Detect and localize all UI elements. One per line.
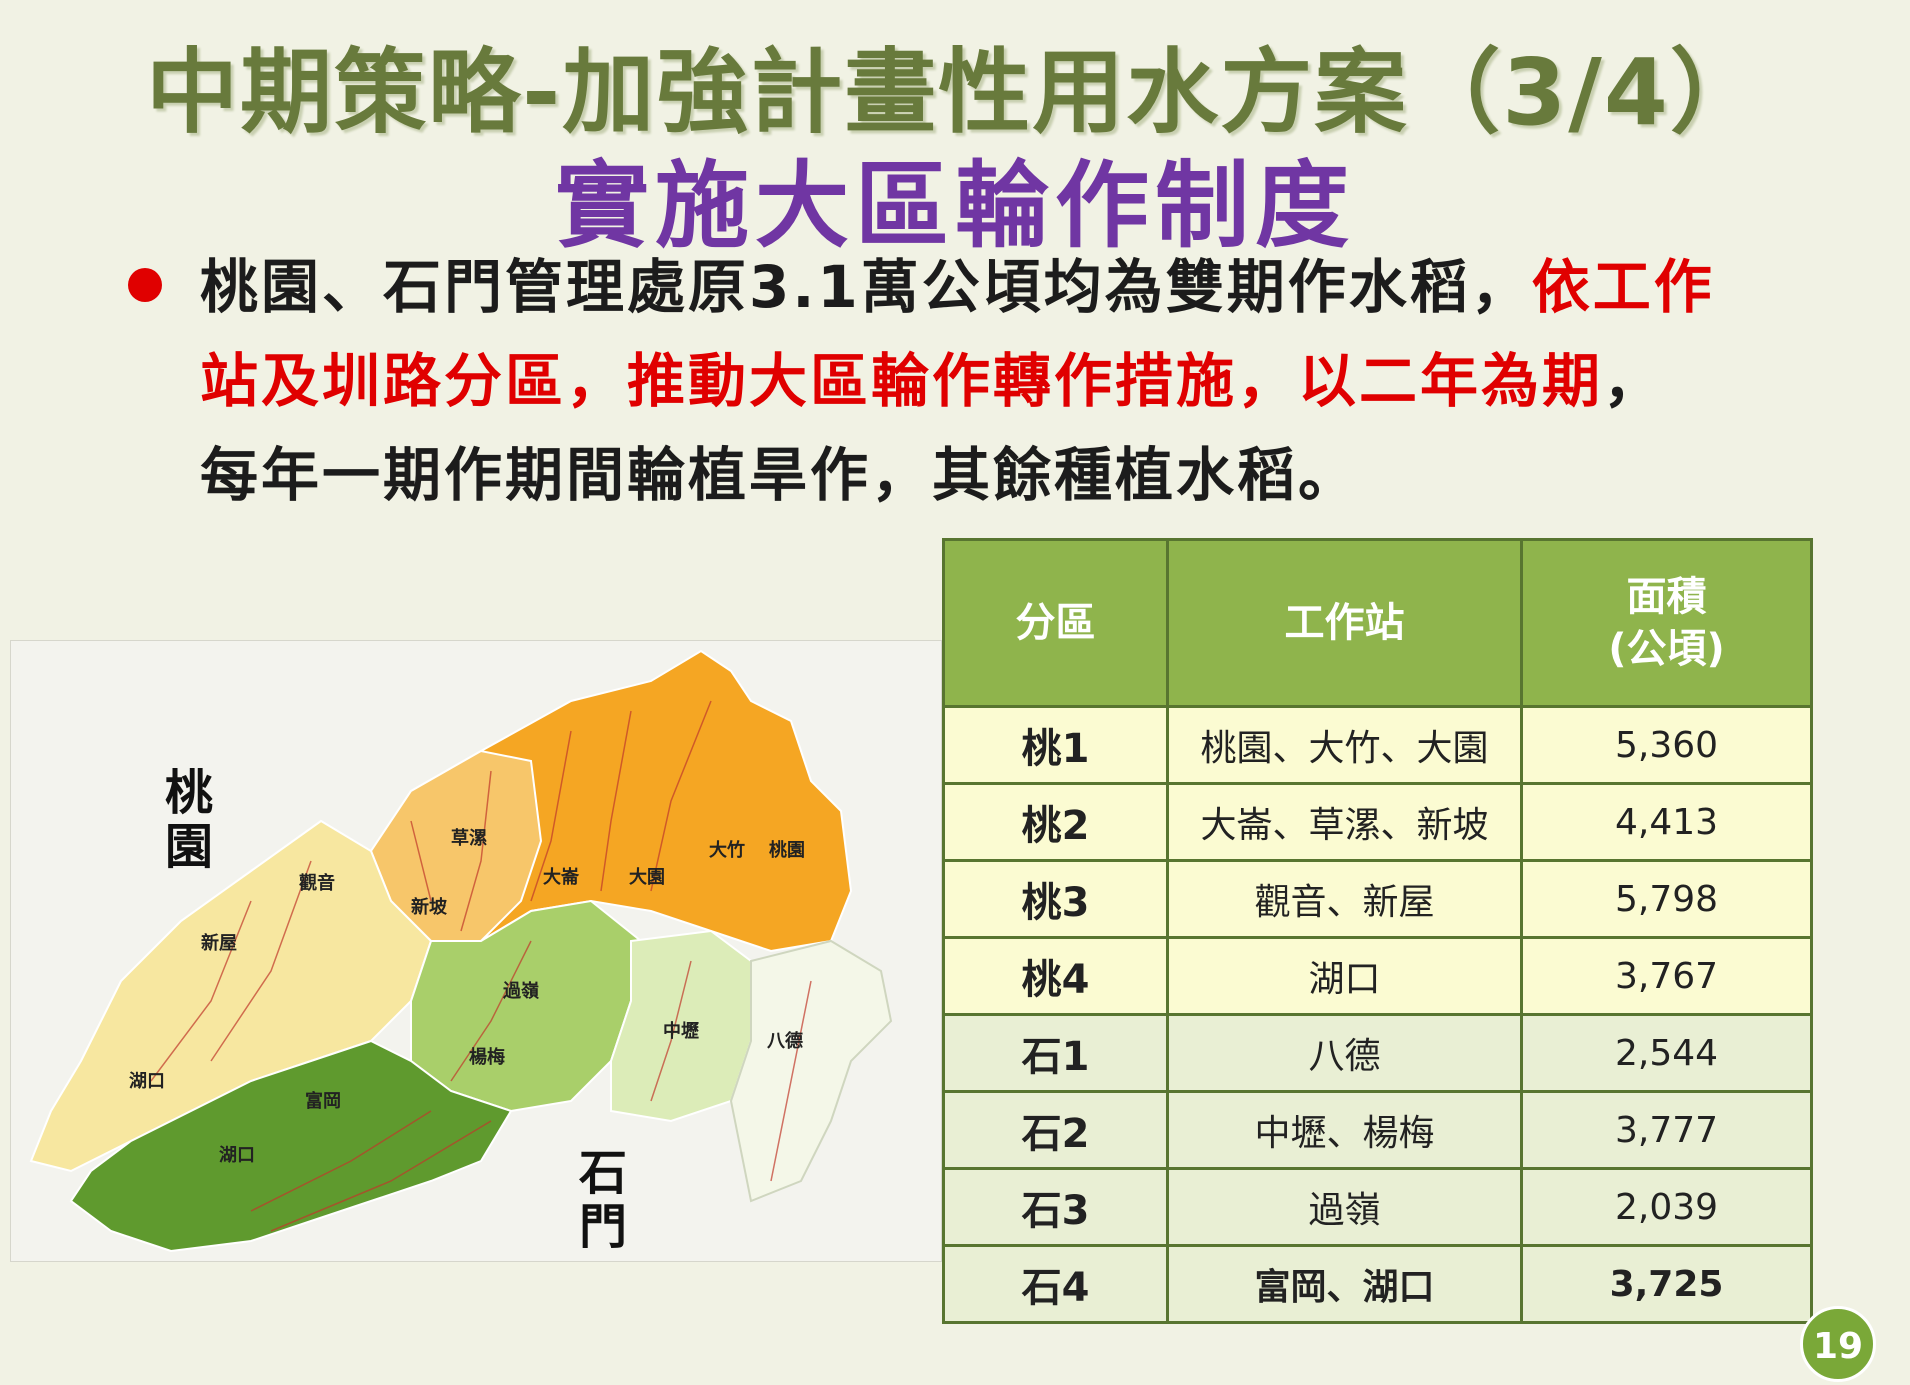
cell-zone: 石4 — [942, 1244, 1169, 1324]
map-graphic — [29, 649, 893, 1253]
map-zone-shimen-bade — [729, 939, 893, 1203]
map-label-dalun: 大崙 — [543, 867, 579, 888]
cell-area: 4,413 — [1520, 782, 1813, 862]
header-area-line1: 面積 — [1626, 574, 1707, 620]
cell-station: 中壢、楊梅 — [1166, 1090, 1523, 1170]
cell-area: 3,767 — [1520, 936, 1813, 1016]
paragraph-highlight: 依工作 — [1531, 253, 1715, 321]
page-number-badge: 19 — [1800, 1306, 1876, 1382]
table-row: 石1 八德 2,544 — [942, 1013, 1813, 1093]
header-area: 面積 (公頃) — [1520, 538, 1813, 708]
cell-area: 5,360 — [1520, 705, 1813, 785]
map-region-label-taoyuan: 桃園 — [164, 765, 213, 875]
cell-station: 觀音、新屋 — [1166, 859, 1523, 939]
map-label-guoling: 過嶺 — [503, 981, 539, 1002]
cell-area: 3,725 — [1520, 1244, 1813, 1324]
table-row: 桃2 大崙、草漯、新坡 4,413 — [942, 782, 1813, 862]
map-label-dayuan: 大園 — [629, 867, 665, 888]
cell-station: 八德 — [1166, 1013, 1523, 1093]
paragraph-line-2: 站及圳路分區，推動大區輪作轉作措施，以二年為期， — [200, 334, 1800, 428]
table-row: 石2 中壢、楊梅 3,777 — [942, 1090, 1813, 1170]
map-label-xinpo: 新坡 — [411, 897, 447, 918]
cell-area: 2,039 — [1520, 1167, 1813, 1247]
cell-area: 3,777 — [1520, 1090, 1813, 1170]
cell-area: 5,798 — [1520, 859, 1813, 939]
map-label-xinwu: 新屋 — [201, 933, 237, 954]
map-label-yangmei: 楊梅 — [469, 1047, 505, 1068]
cell-zone: 桃2 — [942, 782, 1169, 862]
table-row: 桃3 觀音、新屋 5,798 — [942, 859, 1813, 939]
header-zone: 分區 — [942, 538, 1169, 708]
cell-zone: 桃4 — [942, 936, 1169, 1016]
cell-station: 桃園、大竹、大園 — [1166, 705, 1523, 785]
table-header-row: 分區 工作站 面積 (公頃) — [942, 538, 1813, 708]
cell-zone: 石2 — [942, 1090, 1169, 1170]
cell-zone: 桃1 — [942, 705, 1169, 785]
cell-zone: 石1 — [942, 1013, 1169, 1093]
slide-subtitle: 實施大區輪作制度 — [554, 152, 1355, 261]
cell-zone: 桃3 — [942, 859, 1169, 939]
paragraph-highlight: 站及圳路分區，推動大區輪作轉作措施，以二年為期 — [200, 347, 1604, 415]
map-label-caoluo: 草漯 — [451, 828, 487, 849]
paragraph-text: 每年一期作期間輪植旱作，其餘種植水稻。 — [200, 441, 1360, 509]
paragraph-text: 桃園、石門管理處原3.1萬公頃均為雙期作水稻， — [200, 253, 1532, 321]
map-zone-shimen-zhongli — [610, 929, 752, 1123]
map-zone-shimen-south — [69, 1039, 513, 1253]
paragraph-line-3: 每年一期作期間輪植旱作，其餘種植水稻。 — [200, 428, 1800, 522]
paragraph-line-1: 桃園、石門管理處原3.1萬公頃均為雙期作水稻，依工作 — [200, 240, 1800, 334]
table-row: 桃1 桃園、大竹、大園 5,360 — [942, 705, 1813, 785]
cell-station: 過嶺 — [1166, 1167, 1523, 1247]
bullet-paragraph: 桃園、石門管理處原3.1萬公頃均為雙期作水稻，依工作 站及圳路分區，推動大區輪作… — [200, 240, 1800, 522]
irrigation-zone-map: 桃園 石門 草漯 大竹 桃園 觀音 大崙 大園 新坡 新屋 過嶺 中壢 八德 楊… — [10, 640, 942, 1262]
cell-zone: 石3 — [942, 1167, 1169, 1247]
header-area-line2: (公頃) — [1608, 626, 1725, 672]
header-station: 工作站 — [1166, 538, 1523, 708]
table-row: 石4 富岡、湖口 3,725 — [942, 1244, 1813, 1324]
slide-title: 中期策略-加強計畫性用水方案（3/4） — [146, 39, 1764, 146]
map-label-hukou-west: 湖口 — [129, 1071, 165, 1092]
map-label-zhongli: 中壢 — [663, 1021, 699, 1042]
table-row: 桃4 湖口 3,767 — [942, 936, 1813, 1016]
bullet-dot-icon — [128, 268, 162, 302]
cell-station: 富岡、湖口 — [1166, 1244, 1523, 1324]
cell-station: 湖口 — [1166, 936, 1523, 1016]
zone-area-table: 分區 工作站 面積 (公頃) 桃1 桃園、大竹、大園 5,360 桃2 大崙、草漯… — [942, 538, 1813, 1324]
table-row: 石3 過嶺 2,039 — [942, 1167, 1813, 1247]
map-label-guanyin: 觀音 — [299, 873, 335, 894]
map-label-taoyuan: 桃園 — [769, 840, 805, 861]
cell-area: 2,544 — [1520, 1013, 1813, 1093]
paragraph-text: ， — [1603, 347, 1665, 415]
map-label-fugang: 富岡 — [305, 1091, 341, 1112]
cell-station: 大崙、草漯、新坡 — [1166, 782, 1523, 862]
map-label-dazhu: 大竹 — [709, 840, 745, 861]
map-label-bade: 八德 — [767, 1031, 803, 1052]
map-region-label-shimen: 石門 — [578, 1145, 627, 1255]
map-label-hukou-south: 湖口 — [219, 1145, 255, 1166]
